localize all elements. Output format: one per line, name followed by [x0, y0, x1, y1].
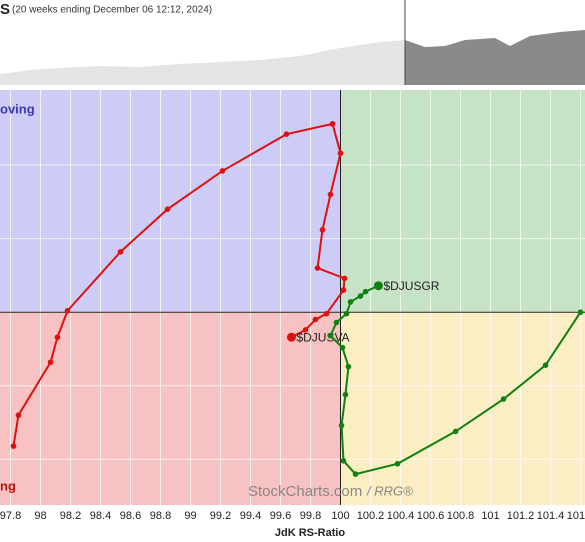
series-point: [341, 275, 348, 282]
series-point: [327, 332, 334, 339]
x-tick-label: 98.8: [150, 510, 171, 522]
series-point: [327, 191, 334, 198]
x-tick-label: 98.4: [90, 510, 111, 522]
series-point: [357, 293, 364, 299]
series-point: [302, 327, 309, 333]
series-label: $DJUSGR: [383, 279, 439, 293]
x-tick-label: 99.4: [240, 510, 261, 522]
x-tick-label: 99: [184, 510, 196, 522]
series-point: [10, 443, 17, 449]
series-point: [345, 363, 352, 370]
watermark: StockCharts.com: [248, 483, 362, 500]
x-tick-label: 100: [331, 510, 349, 522]
series-point: [500, 396, 507, 402]
series-line: [12, 122, 346, 447]
series-point: [577, 309, 584, 316]
x-tick-label: 100.8: [447, 510, 475, 522]
series-point: [64, 307, 71, 314]
x-tick-label: 101.4: [537, 510, 565, 522]
quadrant-weakening: [340, 312, 585, 505]
series-point: [452, 428, 459, 435]
chart-title: S: [0, 1, 10, 18]
mini-chart-area-current: [405, 30, 585, 85]
quadrant-label: ng: [0, 478, 16, 493]
series-point: [117, 249, 124, 255]
series-point: [319, 227, 326, 233]
x-tick-label: 100.4: [387, 510, 415, 522]
series-point: [373, 281, 383, 291]
series-point: [340, 287, 347, 293]
x-tick-label: 101.6: [567, 510, 585, 522]
series-point: [347, 299, 354, 305]
quadrant-improving: [0, 90, 341, 313]
series-point: [337, 150, 344, 157]
x-tick-label: 98: [34, 510, 46, 522]
mini-chart-area: [0, 40, 405, 85]
series-point: [542, 362, 549, 368]
series-point: [323, 310, 330, 317]
series-point: [47, 359, 54, 366]
series-point: [339, 344, 346, 351]
watermark: / RRG®: [366, 483, 413, 498]
series-point: [54, 334, 61, 341]
series-point: [362, 288, 369, 295]
x-tick-label: 101.2: [507, 510, 535, 522]
series-point: [394, 460, 401, 467]
x-tick-label: 99.2: [210, 510, 231, 522]
series-point: [286, 332, 296, 342]
series-point: [219, 168, 226, 174]
series-point: [352, 471, 359, 477]
series-point: [338, 422, 345, 429]
series-point: [283, 131, 290, 137]
series-point: [343, 310, 350, 317]
series-point: [164, 206, 171, 213]
series-label: $DJUSVA: [296, 330, 349, 344]
series-point: [329, 121, 336, 127]
series-point: [342, 391, 349, 398]
x-tick-label: 97.8: [0, 510, 21, 522]
series-point: [314, 265, 321, 271]
x-tick-label: 101: [481, 510, 499, 522]
x-tick-label: 99.8: [300, 510, 321, 522]
quadrant-label: oving: [0, 101, 35, 116]
quadrant-leading: [340, 90, 585, 313]
series-point: [15, 412, 22, 419]
series-point: [312, 316, 319, 323]
quadrant-lagging: [0, 312, 341, 505]
x-axis-label: JdK RS-Ratio: [275, 527, 346, 539]
series-point: [333, 319, 340, 326]
x-tick-label: 99.6: [270, 510, 291, 522]
x-tick-label: 100.6: [417, 510, 445, 522]
x-tick-label: 100.2: [357, 510, 385, 522]
x-tick-label: 98.2: [60, 510, 81, 522]
x-tick-label: 98.6: [120, 510, 141, 522]
chart-subtitle: (20 weeks ending December 06 12:12, 2024…: [12, 5, 212, 16]
series-point: [340, 458, 347, 464]
